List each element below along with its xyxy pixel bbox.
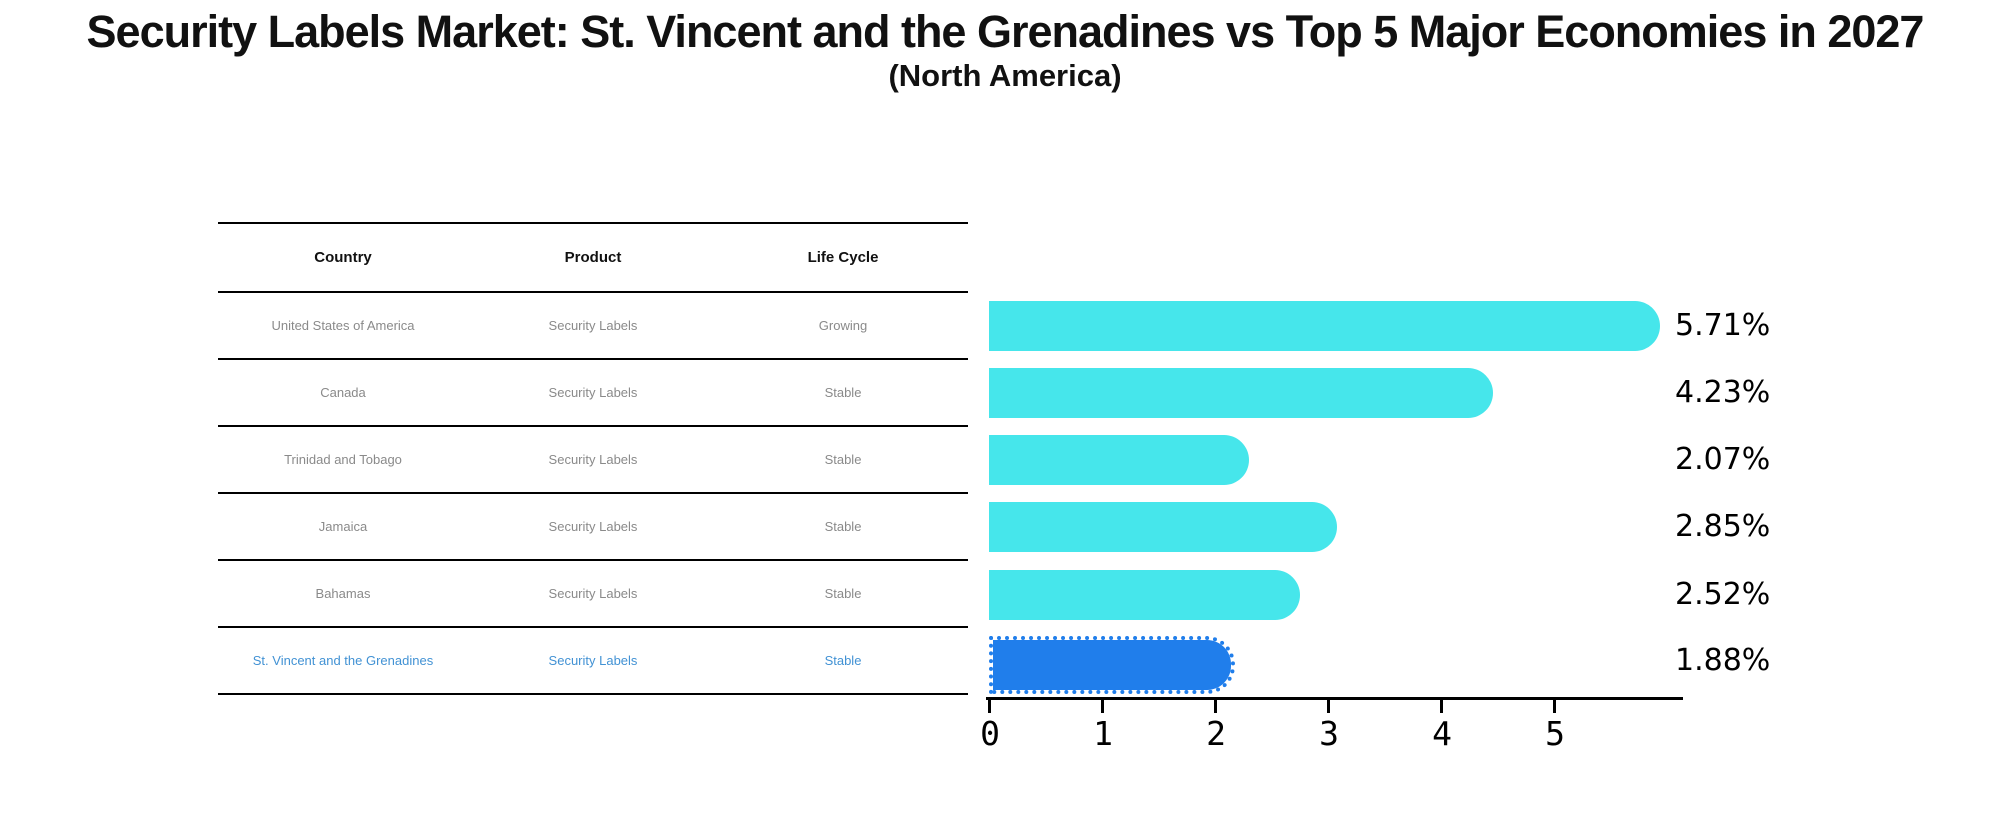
bar-trinidad-and-tobago bbox=[989, 435, 1249, 485]
cell-product: Security Labels bbox=[548, 452, 638, 467]
cell-country: United States of America bbox=[271, 318, 415, 333]
value-label: 2.07% bbox=[1675, 442, 1771, 477]
x-axis-tick bbox=[1327, 700, 1330, 713]
cell-product: Security Labels bbox=[548, 519, 638, 534]
cell-life-cycle: Stable bbox=[824, 653, 862, 668]
chart-subtitle: (North America) bbox=[888, 58, 1122, 93]
cell-life-cycle: Stable bbox=[824, 452, 862, 467]
x-axis-tick-label: 3 bbox=[1319, 714, 1339, 753]
cell-life-cycle: Stable bbox=[824, 586, 862, 601]
value-label: 1.88% bbox=[1675, 643, 1771, 678]
table-row: United States of America Security Labels… bbox=[218, 293, 968, 360]
x-axis-tick-label: 2 bbox=[1206, 714, 1226, 753]
value-label: 4.23% bbox=[1675, 375, 1771, 410]
cell-product: Security Labels bbox=[548, 586, 638, 601]
cell-life-cycle: Growing bbox=[818, 318, 868, 333]
x-axis-line bbox=[986, 697, 1683, 700]
cell-life-cycle: Stable bbox=[824, 519, 862, 534]
cell-product: Security Labels bbox=[548, 318, 638, 333]
cell-country: Trinidad and Tobago bbox=[284, 452, 402, 467]
table-header-product: Product bbox=[564, 249, 622, 266]
x-axis-tick bbox=[1553, 700, 1556, 713]
x-axis-tick-label: 0 bbox=[980, 714, 1000, 753]
bar-bahamas bbox=[989, 570, 1300, 620]
table-row: Jamaica Security Labels Stable bbox=[218, 494, 968, 561]
table-row: Bahamas Security Labels Stable bbox=[218, 561, 968, 628]
table-header-life-cycle: Life Cycle bbox=[807, 249, 879, 266]
x-axis-tick bbox=[1214, 700, 1217, 713]
cell-country: St. Vincent and the Grenadines bbox=[252, 653, 434, 668]
cell-product: Security Labels bbox=[548, 385, 638, 400]
cell-life-cycle: Stable bbox=[824, 385, 862, 400]
cell-country: Canada bbox=[320, 385, 366, 400]
table-header-row: Country Product Life Cycle bbox=[218, 224, 968, 293]
value-label: 5.71% bbox=[1675, 308, 1771, 343]
x-axis-tick bbox=[988, 700, 991, 713]
table-row: Trinidad and Tobago Security Labels Stab… bbox=[218, 427, 968, 494]
table-header-country: Country bbox=[314, 249, 372, 266]
table-row: Canada Security Labels Stable bbox=[218, 360, 968, 427]
value-label: 2.85% bbox=[1675, 509, 1771, 544]
bar-united-states bbox=[989, 301, 1660, 351]
x-axis-tick bbox=[1440, 700, 1443, 713]
value-label: 2.52% bbox=[1675, 577, 1771, 612]
x-axis-tick-label: 1 bbox=[1093, 714, 1113, 753]
x-axis-tick bbox=[1101, 700, 1104, 713]
chart-title: Security Labels Market: St. Vincent and … bbox=[86, 6, 1925, 57]
table-row-highlighted: St. Vincent and the Grenadines Security … bbox=[218, 628, 968, 695]
x-axis-tick-label: 5 bbox=[1545, 714, 1565, 753]
bar-st-vincent-highlighted bbox=[989, 636, 1235, 694]
bar-jamaica bbox=[989, 502, 1337, 552]
country-table: Country Product Life Cycle United States… bbox=[218, 222, 968, 695]
cell-country: Bahamas bbox=[315, 586, 371, 601]
bar-canada bbox=[989, 368, 1493, 418]
cell-product: Security Labels bbox=[548, 653, 638, 668]
x-axis-tick-label: 4 bbox=[1432, 714, 1452, 753]
cell-country: Jamaica bbox=[318, 519, 368, 534]
